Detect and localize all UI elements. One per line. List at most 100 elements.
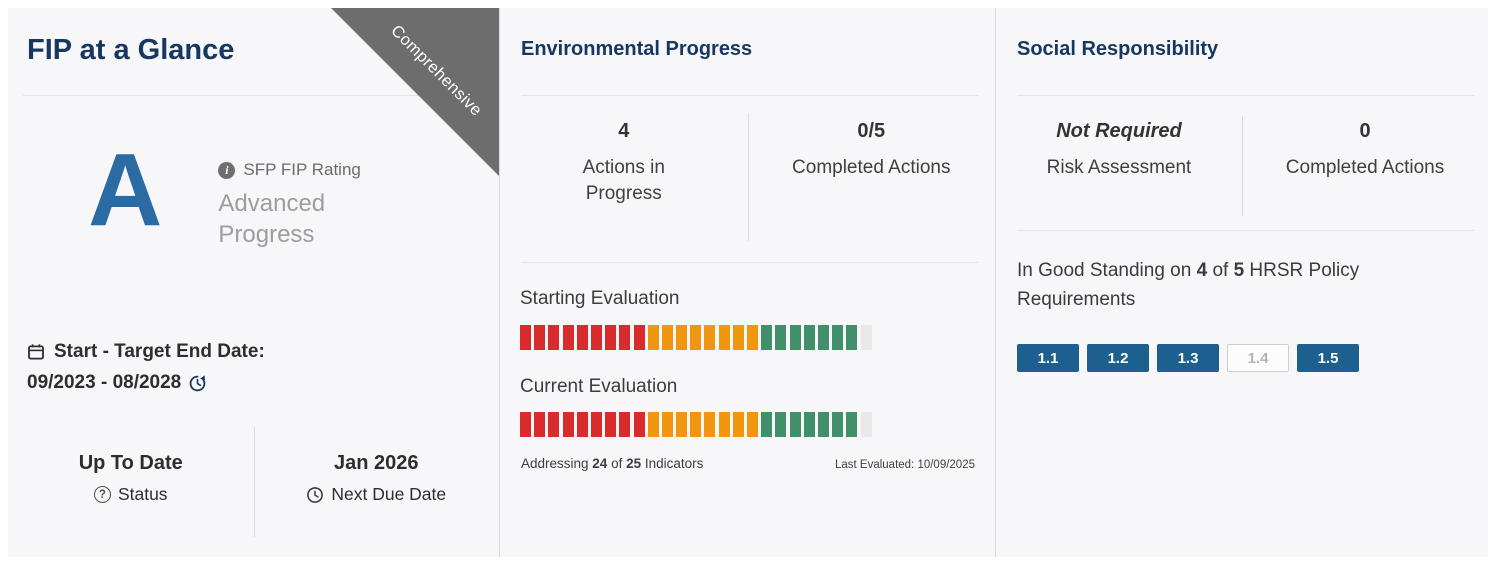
- page-title: FIP at a Glance: [27, 34, 235, 66]
- risk-assessment-label: Risk Assessment: [1046, 157, 1192, 178]
- date-block: Start - Target End Date: 09/2023 - 08/20…: [27, 341, 265, 394]
- completed-actions-stat: 0/5 Completed Actions: [748, 120, 996, 206]
- evaluation-segment: [747, 325, 758, 350]
- social-completed-actions-stat: 0 Completed Actions: [1242, 120, 1488, 181]
- divider: [521, 262, 978, 263]
- divider: [1017, 230, 1474, 231]
- evaluation-segment: [704, 325, 716, 350]
- evaluation-segment: [661, 412, 673, 437]
- next-due-label: Next Due Date: [331, 484, 447, 504]
- actions-in-progress-stat: 4 Actions in Progress: [500, 120, 748, 206]
- divider: [253, 427, 255, 537]
- evaluation-segment: [789, 325, 801, 350]
- evaluation-segment: [676, 412, 688, 437]
- evaluation-segment: [534, 325, 546, 350]
- evaluation-segment: [548, 412, 560, 437]
- evaluation-segment: [690, 325, 702, 350]
- evaluation-segment: [803, 325, 815, 350]
- clock-icon: [306, 486, 324, 504]
- evaluation-segment: [633, 412, 645, 437]
- evaluation-segment: [562, 325, 574, 350]
- evaluation-segment: [718, 325, 730, 350]
- hrsr-badge-1.2[interactable]: 1.2: [1087, 344, 1149, 372]
- evaluation-segment: [860, 412, 872, 437]
- evaluation-segment: [789, 412, 801, 437]
- status-label: Status: [117, 484, 168, 504]
- starting-evaluation-bar: [520, 325, 872, 350]
- hrsr-badge-1.4[interactable]: 1.4: [1227, 344, 1289, 372]
- evaluation-segment: [747, 412, 758, 437]
- evaluation-segment: [775, 325, 787, 350]
- evaluation-segment: [832, 412, 844, 437]
- evaluation-segment: [520, 412, 531, 437]
- evaluation-segment: [619, 325, 631, 350]
- evaluation-segment: [817, 412, 829, 437]
- risk-assessment-value: Not Required: [1056, 120, 1182, 142]
- evaluation-segment: [846, 325, 858, 350]
- date-range-label: Start - Target End Date:: [54, 341, 265, 362]
- evaluation-segment: [633, 325, 645, 350]
- evaluation-segment: [576, 325, 588, 350]
- evaluation-segment: [761, 412, 773, 437]
- hrsr-badges: 1.1 1.2 1.3 1.4 1.5: [1017, 344, 1359, 372]
- evaluation-segment: [775, 412, 787, 437]
- rating-description: Advanced Progress: [218, 190, 326, 248]
- completed-actions-value: 0/5: [857, 120, 886, 142]
- addressing-indicators-text: Addressing 24 of 25 Indicators: [521, 456, 704, 471]
- rating-label: SFP FIP Rating: [243, 160, 361, 179]
- hrsr-badge-1.5[interactable]: 1.5: [1297, 344, 1359, 372]
- environmental-stats: 4 Actions in Progress 0/5 Completed Acti…: [500, 120, 995, 206]
- evaluation-segment: [817, 325, 829, 350]
- evaluation-segment: [704, 412, 716, 437]
- evaluation-segment: [647, 412, 659, 437]
- evaluation-segment: [605, 325, 617, 350]
- current-evaluation-bar: [520, 412, 872, 437]
- calendar-icon: [27, 343, 45, 361]
- question-icon[interactable]: ?: [93, 486, 111, 503]
- starting-evaluation-label: Starting Evaluation: [520, 288, 680, 309]
- social-stats: Not Required Risk Assessment 0 Completed…: [996, 120, 1488, 181]
- last-evaluated-text: Last Evaluated: 10/09/2025: [834, 459, 975, 471]
- evaluation-segment: [590, 412, 602, 437]
- divider: [1017, 95, 1474, 96]
- evaluation-segment: [590, 325, 602, 350]
- divider: [747, 113, 749, 241]
- hrsr-badge-1.1[interactable]: 1.1: [1017, 344, 1079, 372]
- evaluation-segment: [732, 325, 744, 350]
- environmental-title: Environmental Progress: [521, 38, 753, 60]
- evaluation-segment: [647, 325, 659, 350]
- info-icon[interactable]: i: [218, 161, 236, 179]
- current-evaluation-label: Current Evaluation: [520, 376, 678, 397]
- status-block: Up To Date ? Status: [8, 452, 254, 505]
- environmental-panel: Environmental Progress 4 Actions in Prog…: [499, 8, 995, 557]
- evaluation-segment: [846, 412, 858, 437]
- evaluation-segment: [562, 412, 574, 437]
- next-due-value: Jan 2026: [333, 452, 419, 474]
- fip-glance-card: Comprehensive FIP at a Glance A i SFP FI…: [8, 8, 1488, 557]
- evaluation-segment: [761, 325, 773, 350]
- ribbon-label: Comprehensive: [387, 21, 486, 120]
- environmental-footer: Addressing 24 of 25 Indicators Last Eval…: [521, 456, 975, 471]
- hrsr-badge-1.3[interactable]: 1.3: [1157, 344, 1219, 372]
- status-value: Up To Date: [78, 452, 183, 474]
- evaluation-segment: [832, 325, 844, 350]
- fip-rating-grade: A: [88, 132, 163, 247]
- evaluation-segment: [534, 412, 546, 437]
- next-due-block: Jan 2026 Next Due Date: [254, 452, 500, 505]
- risk-assessment-stat: Not Required Risk Assessment: [996, 120, 1242, 181]
- hrsr-standing-text: In Good Standing on 4 of 5 HRSR Policy R…: [1017, 260, 1360, 311]
- actions-in-progress-label: Actions in Progress: [582, 157, 665, 204]
- date-range-value: 09/2023 - 08/2028: [27, 372, 182, 393]
- evaluation-segment: [718, 412, 730, 437]
- history-icon[interactable]: [188, 374, 207, 393]
- social-title: Social Responsibility: [1017, 38, 1219, 60]
- social-completed-actions-label: Completed Actions: [1285, 157, 1445, 178]
- evaluation-segment: [548, 325, 560, 350]
- divider: [23, 95, 477, 96]
- social-completed-actions-value: 0: [1359, 120, 1371, 142]
- evaluation-segment: [520, 325, 531, 350]
- completed-actions-label: Completed Actions: [792, 157, 951, 178]
- evaluation-segment: [576, 412, 588, 437]
- fip-overview-panel: Comprehensive FIP at a Glance A i SFP FI…: [8, 8, 499, 557]
- evaluation-segment: [732, 412, 744, 437]
